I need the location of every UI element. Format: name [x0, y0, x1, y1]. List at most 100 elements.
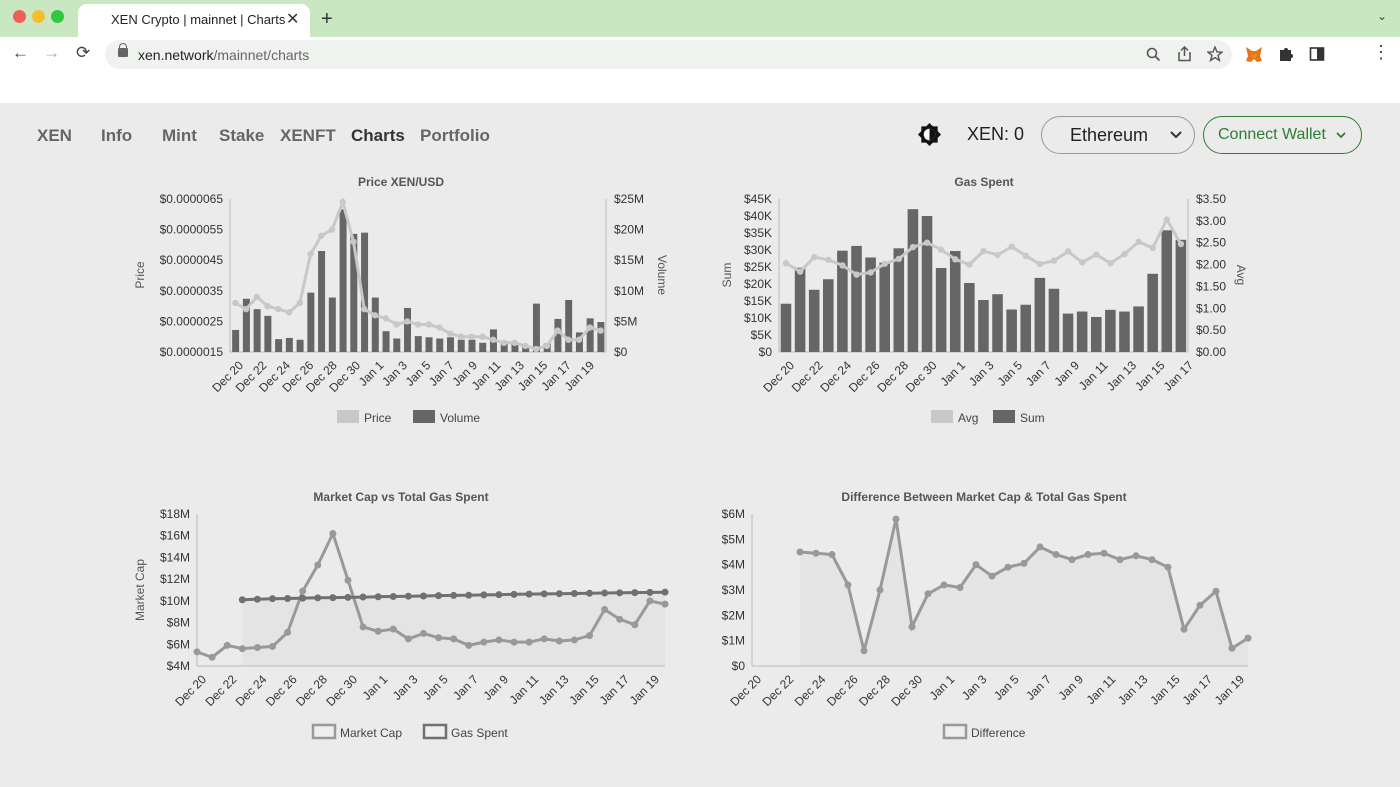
legend-label: Market Cap	[340, 726, 402, 740]
gas-spent-line-point	[359, 593, 367, 601]
price-line-point	[371, 312, 379, 319]
difference-line-point	[844, 581, 852, 589]
gas-spent-line-point	[495, 591, 503, 599]
gas-spent-line-point	[555, 590, 563, 598]
y2-tick-label: $0.50	[1196, 323, 1226, 337]
nav-charts[interactable]: Charts	[351, 126, 405, 145]
x-tick-label: Jan 7	[426, 358, 457, 389]
avg-line-point	[994, 251, 1001, 259]
tab-search-icon[interactable]: ⌄	[1377, 9, 1388, 23]
y2-tick-label: $0	[614, 345, 628, 359]
x-tick-label: Jan 19	[627, 672, 663, 708]
market-cap-line-point	[344, 576, 352, 584]
avg-line-point	[1022, 252, 1030, 260]
y-tick-label: $30K	[744, 243, 772, 257]
gas-spent-line-point	[616, 589, 624, 597]
y-tick-label: $3M	[722, 583, 745, 597]
chain-select[interactable]: Ethereum	[1041, 116, 1195, 154]
theme-toggle-icon[interactable]	[917, 122, 942, 147]
nav-stake[interactable]: Stake	[219, 126, 265, 145]
back-icon[interactable]: ←	[12, 43, 29, 62]
price-line-point	[232, 299, 239, 307]
volume-bar	[242, 298, 250, 352]
browser-menu-icon[interactable]: ⋮	[1372, 42, 1390, 62]
difference-line-point	[1132, 552, 1140, 560]
y-tick-label: $2M	[722, 608, 745, 622]
sum-bar	[1133, 306, 1144, 352]
x-tick-label: Jan 1	[356, 358, 387, 389]
avg-line-point	[1093, 251, 1100, 258]
volume-bar	[382, 331, 390, 352]
volume-bar	[414, 336, 422, 352]
volume-bar	[425, 337, 433, 352]
price-line-point	[543, 342, 551, 350]
zoom-search-icon[interactable]	[1146, 47, 1161, 62]
nav-info[interactable]: Info	[101, 126, 133, 145]
nav-mint[interactable]: Mint	[162, 126, 197, 145]
legend-label: Gas Spent	[451, 726, 508, 740]
window-minimize-dot[interactable]	[32, 10, 45, 23]
x-tick-label: Dec 26	[824, 672, 861, 709]
reload-icon[interactable]: ⟳	[76, 43, 91, 62]
gas-spent-line-point	[238, 596, 246, 604]
market-cap-line-point	[389, 625, 397, 633]
window-close-dot[interactable]	[13, 10, 26, 23]
forward-icon[interactable]: →	[43, 43, 60, 62]
sum-bar	[907, 209, 919, 352]
x-tick-label: Jan 11	[507, 672, 542, 707]
y-tick-label: $4M	[722, 558, 745, 572]
avg-line-point	[811, 253, 818, 261]
tab-close-icon[interactable]: ✕	[286, 11, 300, 28]
metamask-fox-icon[interactable]	[1245, 46, 1263, 63]
y2-tick-label: $20M	[614, 223, 644, 237]
difference-line-point	[972, 561, 980, 569]
window-maximize-dot[interactable]	[51, 10, 64, 23]
y-tick-label: $25K	[744, 260, 772, 274]
avg-line-point	[923, 239, 931, 246]
extensions-puzzle-icon[interactable]	[1278, 46, 1294, 62]
market-cap-line-point	[435, 634, 443, 642]
y-tick-label: $10M	[160, 594, 190, 608]
difference-line-point	[908, 623, 916, 631]
y-axis-title: Price	[133, 261, 147, 289]
nav-xenft[interactable]: XENFT	[280, 126, 336, 145]
y2-axis-title: Avg	[1234, 265, 1248, 285]
nav-xen[interactable]: XEN	[37, 126, 72, 145]
x-tick-label: Jan 5	[991, 672, 1022, 703]
gas-spent-line-point	[450, 591, 458, 599]
price-line-point	[253, 293, 261, 301]
share-icon[interactable]	[1177, 46, 1192, 62]
gas-spent-line-point	[510, 590, 518, 598]
browser-tab[interactable]: XEN Crypto | mainnet | Charts ✕	[78, 4, 310, 37]
gas-spent-line-point	[374, 593, 382, 601]
side-panel-icon[interactable]	[1309, 46, 1325, 62]
price-line-point	[404, 318, 411, 325]
volume-bar	[511, 343, 519, 352]
difference-line-point	[1100, 549, 1108, 557]
volume-bar	[565, 299, 573, 352]
sum-bar	[879, 262, 890, 352]
nav-portfolio[interactable]: Portfolio	[420, 126, 490, 145]
difference-line-point	[860, 647, 868, 655]
price-line-point	[382, 315, 389, 322]
address-bar[interactable]: xen.network/mainnet/charts	[105, 40, 1232, 69]
y-tick-label: $12M	[160, 572, 190, 586]
avg-line-point	[825, 256, 832, 263]
sum-bar	[1076, 311, 1088, 352]
connect-wallet-button[interactable]: Connect Wallet	[1203, 116, 1362, 154]
sum-bar	[949, 251, 961, 352]
new-tab-icon[interactable]: +	[321, 8, 333, 30]
volume-bar	[361, 232, 369, 352]
bookmark-star-icon[interactable]	[1207, 46, 1223, 62]
x-tick-label: Jan 17	[597, 672, 633, 708]
gas-spent-area	[242, 592, 665, 666]
volume-bar	[436, 338, 444, 352]
market-cap-line-point	[193, 648, 201, 656]
market-cap-line-point	[465, 641, 473, 649]
y-tick-label: $16M	[160, 529, 190, 543]
difference-line-point	[924, 590, 932, 598]
price-line-point	[328, 226, 336, 233]
volume-bar	[232, 329, 240, 352]
market-cap-line-point	[586, 632, 594, 640]
volume-bar	[393, 338, 401, 352]
